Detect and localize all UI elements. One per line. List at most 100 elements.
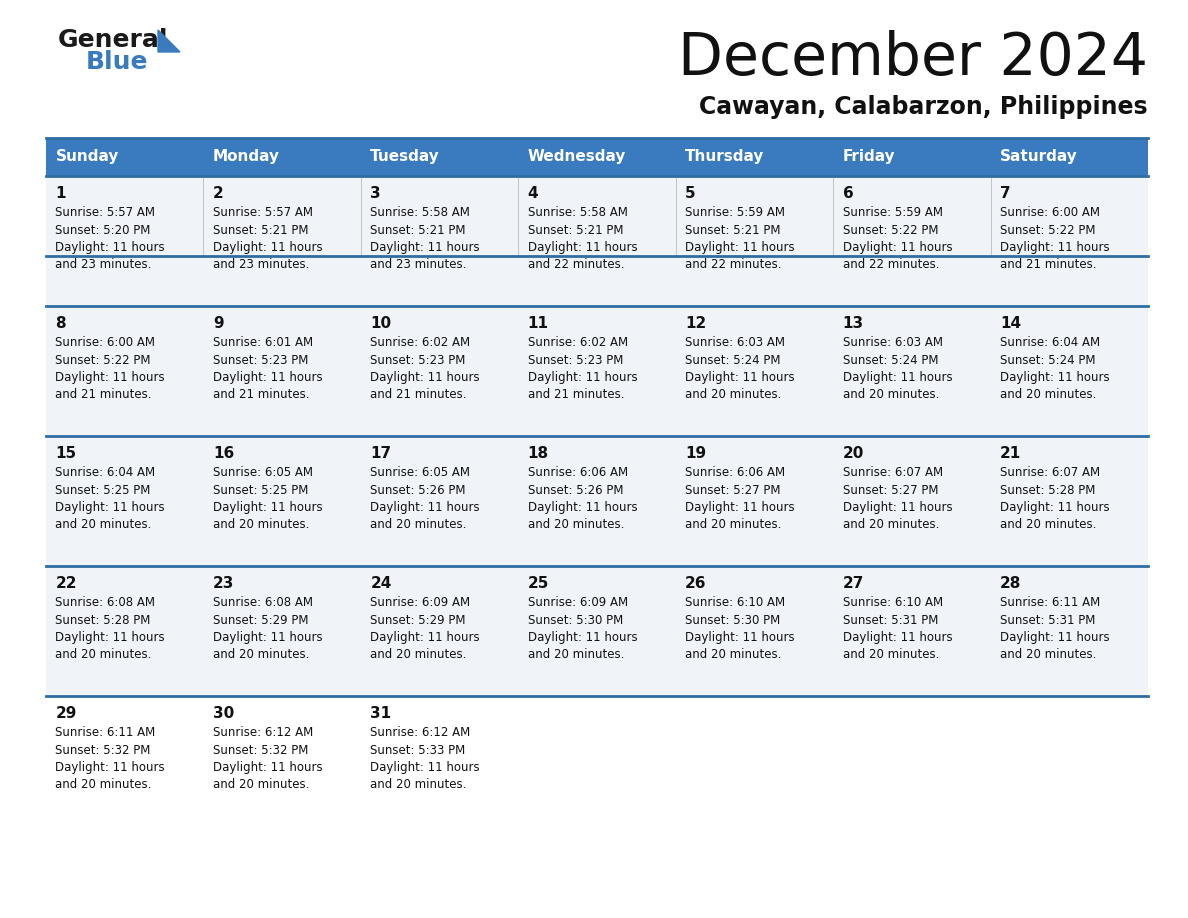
Text: and 22 minutes.: and 22 minutes.	[842, 259, 939, 272]
Text: and 20 minutes.: and 20 minutes.	[685, 648, 782, 662]
Text: 29: 29	[56, 706, 77, 721]
Text: Daylight: 11 hours: Daylight: 11 hours	[371, 761, 480, 774]
Text: Wednesday: Wednesday	[527, 150, 626, 164]
Bar	[46, 176, 1148, 306]
Text: Sunrise: 6:09 AM: Sunrise: 6:09 AM	[371, 596, 470, 609]
Text: Sunrise: 6:10 AM: Sunrise: 6:10 AM	[685, 596, 785, 609]
Text: Daylight: 11 hours: Daylight: 11 hours	[371, 631, 480, 644]
Text: Sunset: 5:20 PM: Sunset: 5:20 PM	[56, 223, 151, 237]
Text: Daylight: 11 hours: Daylight: 11 hours	[213, 761, 322, 774]
Text: Sunset: 5:31 PM: Sunset: 5:31 PM	[1000, 613, 1095, 626]
Text: Daylight: 11 hours: Daylight: 11 hours	[1000, 631, 1110, 644]
Bar	[46, 138, 203, 176]
Text: and 21 minutes.: and 21 minutes.	[527, 388, 624, 401]
Text: Daylight: 11 hours: Daylight: 11 hours	[685, 631, 795, 644]
Text: and 21 minutes.: and 21 minutes.	[213, 388, 309, 401]
Text: and 22 minutes.: and 22 minutes.	[527, 259, 624, 272]
Text: and 20 minutes.: and 20 minutes.	[685, 519, 782, 532]
Text: Daylight: 11 hours: Daylight: 11 hours	[527, 241, 637, 254]
Text: Friday: Friday	[842, 150, 896, 164]
Text: Sunrise: 6:08 AM: Sunrise: 6:08 AM	[213, 596, 312, 609]
Text: Sunrise: 6:02 AM: Sunrise: 6:02 AM	[527, 336, 627, 349]
Text: Sunrise: 5:58 AM: Sunrise: 5:58 AM	[371, 206, 470, 219]
Text: Sunset: 5:21 PM: Sunset: 5:21 PM	[371, 223, 466, 237]
Text: 23: 23	[213, 576, 234, 591]
Text: Sunrise: 6:01 AM: Sunrise: 6:01 AM	[213, 336, 312, 349]
Text: 17: 17	[371, 446, 391, 461]
Text: Sunset: 5:32 PM: Sunset: 5:32 PM	[213, 744, 308, 756]
Text: 10: 10	[371, 316, 391, 331]
Text: Daylight: 11 hours: Daylight: 11 hours	[685, 371, 795, 384]
Text: Sunset: 5:29 PM: Sunset: 5:29 PM	[213, 613, 309, 626]
Text: and 20 minutes.: and 20 minutes.	[213, 648, 309, 662]
Text: Sunrise: 6:03 AM: Sunrise: 6:03 AM	[842, 336, 942, 349]
Text: Sunrise: 5:57 AM: Sunrise: 5:57 AM	[213, 206, 312, 219]
Text: 22: 22	[56, 576, 77, 591]
Text: Sunrise: 6:11 AM: Sunrise: 6:11 AM	[1000, 596, 1100, 609]
Text: Daylight: 11 hours: Daylight: 11 hours	[527, 501, 637, 514]
Text: and 23 minutes.: and 23 minutes.	[56, 259, 152, 272]
Text: 25: 25	[527, 576, 549, 591]
Text: Sunrise: 6:05 AM: Sunrise: 6:05 AM	[213, 466, 312, 479]
Text: Sunset: 5:25 PM: Sunset: 5:25 PM	[56, 484, 151, 497]
Text: 14: 14	[1000, 316, 1022, 331]
Text: Daylight: 11 hours: Daylight: 11 hours	[56, 631, 165, 644]
Text: Daylight: 11 hours: Daylight: 11 hours	[56, 241, 165, 254]
Text: Sunset: 5:24 PM: Sunset: 5:24 PM	[842, 353, 939, 366]
Text: 16: 16	[213, 446, 234, 461]
Text: Daylight: 11 hours: Daylight: 11 hours	[213, 631, 322, 644]
Text: 28: 28	[1000, 576, 1022, 591]
Text: Monday: Monday	[213, 150, 280, 164]
Text: and 20 minutes.: and 20 minutes.	[1000, 519, 1097, 532]
Text: Sunset: 5:23 PM: Sunset: 5:23 PM	[371, 353, 466, 366]
Text: and 20 minutes.: and 20 minutes.	[213, 519, 309, 532]
Text: Sunrise: 6:11 AM: Sunrise: 6:11 AM	[56, 726, 156, 739]
Text: Cawayan, Calabarzon, Philippines: Cawayan, Calabarzon, Philippines	[700, 95, 1148, 119]
Text: Sunrise: 6:05 AM: Sunrise: 6:05 AM	[371, 466, 470, 479]
Text: 5: 5	[685, 186, 696, 201]
Text: 7: 7	[1000, 186, 1011, 201]
Text: Sunrise: 6:07 AM: Sunrise: 6:07 AM	[842, 466, 943, 479]
Text: Sunset: 5:22 PM: Sunset: 5:22 PM	[1000, 223, 1095, 237]
Text: General: General	[58, 28, 169, 52]
Text: and 20 minutes.: and 20 minutes.	[371, 778, 467, 791]
Text: and 20 minutes.: and 20 minutes.	[842, 648, 939, 662]
Text: Daylight: 11 hours: Daylight: 11 hours	[56, 371, 165, 384]
Text: 27: 27	[842, 576, 864, 591]
Text: Sunset: 5:21 PM: Sunset: 5:21 PM	[213, 223, 309, 237]
Text: Daylight: 11 hours: Daylight: 11 hours	[1000, 241, 1110, 254]
Text: Sunrise: 6:00 AM: Sunrise: 6:00 AM	[56, 336, 156, 349]
Text: Sunrise: 6:02 AM: Sunrise: 6:02 AM	[371, 336, 470, 349]
Text: Sunday: Sunday	[56, 150, 119, 164]
Text: Sunset: 5:30 PM: Sunset: 5:30 PM	[527, 613, 623, 626]
Text: and 20 minutes.: and 20 minutes.	[371, 519, 467, 532]
Text: Thursday: Thursday	[685, 150, 765, 164]
Text: Daylight: 11 hours: Daylight: 11 hours	[371, 501, 480, 514]
Text: 26: 26	[685, 576, 707, 591]
Text: Daylight: 11 hours: Daylight: 11 hours	[842, 241, 953, 254]
Text: Sunset: 5:21 PM: Sunset: 5:21 PM	[685, 223, 781, 237]
Text: Sunset: 5:28 PM: Sunset: 5:28 PM	[56, 613, 151, 626]
Text: 2: 2	[213, 186, 223, 201]
Text: Daylight: 11 hours: Daylight: 11 hours	[371, 371, 480, 384]
Text: and 20 minutes.: and 20 minutes.	[1000, 388, 1097, 401]
Text: Daylight: 11 hours: Daylight: 11 hours	[527, 371, 637, 384]
Text: 18: 18	[527, 446, 549, 461]
Text: December 2024: December 2024	[678, 30, 1148, 87]
Bar	[46, 306, 1148, 436]
Text: Daylight: 11 hours: Daylight: 11 hours	[56, 761, 165, 774]
Text: and 20 minutes.: and 20 minutes.	[527, 519, 624, 532]
Bar	[361, 138, 518, 176]
Text: and 20 minutes.: and 20 minutes.	[842, 519, 939, 532]
Text: Sunset: 5:27 PM: Sunset: 5:27 PM	[842, 484, 939, 497]
Text: 9: 9	[213, 316, 223, 331]
Text: Sunset: 5:22 PM: Sunset: 5:22 PM	[842, 223, 939, 237]
Text: Sunrise: 5:59 AM: Sunrise: 5:59 AM	[685, 206, 785, 219]
Text: Sunset: 5:23 PM: Sunset: 5:23 PM	[213, 353, 308, 366]
Bar	[833, 138, 991, 176]
Bar	[991, 138, 1148, 176]
Text: Sunrise: 5:59 AM: Sunrise: 5:59 AM	[842, 206, 942, 219]
Bar	[46, 256, 1148, 696]
Text: and 22 minutes.: and 22 minutes.	[685, 259, 782, 272]
Text: Daylight: 11 hours: Daylight: 11 hours	[213, 371, 322, 384]
